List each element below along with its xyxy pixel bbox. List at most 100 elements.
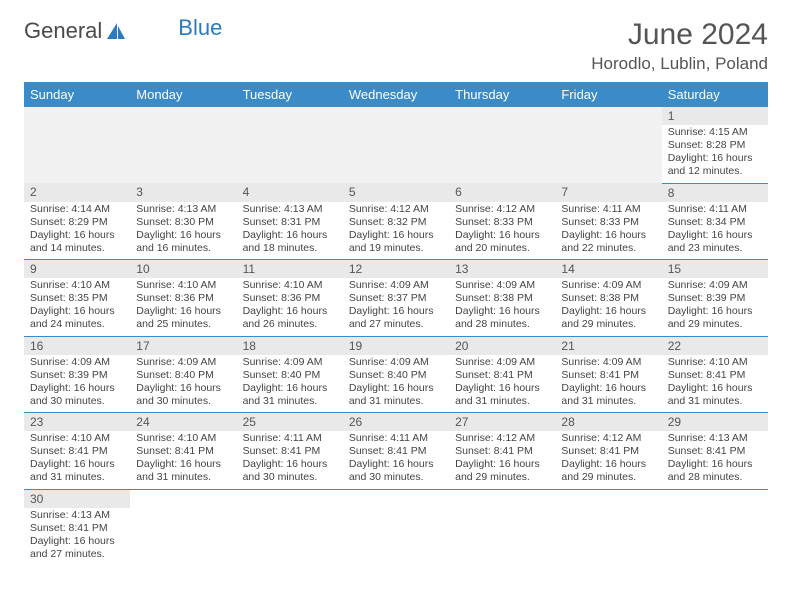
sunrise-text: Sunrise: 4:09 AM (243, 356, 337, 369)
day-data-cell: Sunrise: 4:13 AMSunset: 8:41 PMDaylight:… (662, 431, 768, 489)
day-data-cell (24, 125, 130, 183)
day-data-cell: Sunrise: 4:13 AMSunset: 8:31 PMDaylight:… (237, 202, 343, 260)
data-row: Sunrise: 4:09 AMSunset: 8:39 PMDaylight:… (24, 355, 768, 413)
day-number-cell (555, 489, 661, 508)
sunset-text: Sunset: 8:40 PM (349, 369, 443, 382)
daylight-text: Daylight: 16 hours (30, 382, 124, 395)
day-data-cell (555, 125, 661, 183)
data-row: Sunrise: 4:10 AMSunset: 8:35 PMDaylight:… (24, 278, 768, 336)
sunset-text: Sunset: 8:36 PM (243, 292, 337, 305)
daylight-text: and 25 minutes. (136, 318, 230, 331)
day-data-cell: Sunrise: 4:13 AMSunset: 8:41 PMDaylight:… (24, 508, 130, 566)
day-number-cell: 20 (449, 336, 555, 355)
sunset-text: Sunset: 8:39 PM (668, 292, 762, 305)
day-number-cell: 19 (343, 336, 449, 355)
sunset-text: Sunset: 8:41 PM (30, 445, 124, 458)
daylight-text: Daylight: 16 hours (243, 458, 337, 471)
daylight-text: Daylight: 16 hours (668, 458, 762, 471)
day-number-cell: 4 (237, 183, 343, 202)
sunrise-text: Sunrise: 4:11 AM (349, 432, 443, 445)
title-block: June 2024 Horodlo, Lublin, Poland (591, 18, 768, 74)
daylight-text: and 30 minutes. (30, 395, 124, 408)
daylight-text: and 31 minutes. (349, 395, 443, 408)
day-number-cell: 2 (24, 183, 130, 202)
day-number-cell (130, 107, 236, 125)
daylight-text: and 27 minutes. (349, 318, 443, 331)
day-number-cell: 9 (24, 260, 130, 279)
day-data-cell (449, 125, 555, 183)
sunset-text: Sunset: 8:41 PM (561, 445, 655, 458)
sunrise-text: Sunrise: 4:12 AM (455, 432, 549, 445)
daylight-text: Daylight: 16 hours (30, 458, 124, 471)
sunrise-text: Sunrise: 4:10 AM (30, 279, 124, 292)
weekday-header: Saturday (662, 82, 768, 107)
daynum-row: 1 (24, 107, 768, 125)
day-data-cell: Sunrise: 4:09 AMSunset: 8:39 PMDaylight:… (662, 278, 768, 336)
day-number-cell (130, 489, 236, 508)
sunrise-text: Sunrise: 4:11 AM (561, 203, 655, 216)
daylight-text: Daylight: 16 hours (455, 229, 549, 242)
sunrise-text: Sunrise: 4:10 AM (136, 432, 230, 445)
sunset-text: Sunset: 8:37 PM (349, 292, 443, 305)
day-data-cell: Sunrise: 4:09 AMSunset: 8:41 PMDaylight:… (449, 355, 555, 413)
day-number-cell: 3 (130, 183, 236, 202)
sunrise-text: Sunrise: 4:09 AM (349, 279, 443, 292)
day-number-cell: 16 (24, 336, 130, 355)
daylight-text: Daylight: 16 hours (136, 382, 230, 395)
sunset-text: Sunset: 8:36 PM (136, 292, 230, 305)
sunrise-text: Sunrise: 4:09 AM (668, 279, 762, 292)
sunset-text: Sunset: 8:30 PM (136, 216, 230, 229)
daylight-text: and 31 minutes. (243, 395, 337, 408)
daylight-text: Daylight: 16 hours (668, 382, 762, 395)
sunrise-text: Sunrise: 4:12 AM (455, 203, 549, 216)
sunrise-text: Sunrise: 4:09 AM (455, 279, 549, 292)
daylight-text: and 31 minutes. (136, 471, 230, 484)
daylight-text: Daylight: 16 hours (30, 229, 124, 242)
day-number-cell: 14 (555, 260, 661, 279)
day-number-cell (24, 107, 130, 125)
sunrise-text: Sunrise: 4:09 AM (30, 356, 124, 369)
data-row: Sunrise: 4:14 AMSunset: 8:29 PMDaylight:… (24, 202, 768, 260)
day-number-cell: 13 (449, 260, 555, 279)
sunset-text: Sunset: 8:38 PM (455, 292, 549, 305)
day-data-cell: Sunrise: 4:12 AMSunset: 8:32 PMDaylight:… (343, 202, 449, 260)
day-data-cell: Sunrise: 4:09 AMSunset: 8:38 PMDaylight:… (449, 278, 555, 336)
day-data-cell: Sunrise: 4:09 AMSunset: 8:40 PMDaylight:… (237, 355, 343, 413)
day-number-cell (343, 489, 449, 508)
weekday-header: Sunday (24, 82, 130, 107)
sunset-text: Sunset: 8:35 PM (30, 292, 124, 305)
day-data-cell: Sunrise: 4:11 AMSunset: 8:33 PMDaylight:… (555, 202, 661, 260)
day-data-cell: Sunrise: 4:09 AMSunset: 8:41 PMDaylight:… (555, 355, 661, 413)
weekday-header: Wednesday (343, 82, 449, 107)
sunset-text: Sunset: 8:28 PM (668, 139, 762, 152)
day-data-cell: Sunrise: 4:12 AMSunset: 8:41 PMDaylight:… (555, 431, 661, 489)
sunset-text: Sunset: 8:38 PM (561, 292, 655, 305)
day-number-cell: 5 (343, 183, 449, 202)
sunset-text: Sunset: 8:39 PM (30, 369, 124, 382)
daylight-text: Daylight: 16 hours (668, 152, 762, 165)
day-data-cell (449, 508, 555, 566)
day-number-cell (449, 489, 555, 508)
sunset-text: Sunset: 8:41 PM (668, 369, 762, 382)
daylight-text: and 27 minutes. (30, 548, 124, 561)
sunset-text: Sunset: 8:41 PM (349, 445, 443, 458)
sunset-text: Sunset: 8:40 PM (243, 369, 337, 382)
day-number-cell: 21 (555, 336, 661, 355)
day-number-cell: 10 (130, 260, 236, 279)
day-data-cell (662, 508, 768, 566)
weekday-header-row: Sunday Monday Tuesday Wednesday Thursday… (24, 82, 768, 107)
day-data-cell (343, 508, 449, 566)
sunset-text: Sunset: 8:41 PM (136, 445, 230, 458)
month-title: June 2024 (591, 18, 768, 52)
daynum-row: 23242526272829 (24, 413, 768, 432)
daylight-text: and 26 minutes. (243, 318, 337, 331)
daylight-text: and 24 minutes. (30, 318, 124, 331)
day-data-cell (237, 508, 343, 566)
sunrise-text: Sunrise: 4:11 AM (243, 432, 337, 445)
daynum-row: 16171819202122 (24, 336, 768, 355)
sunrise-text: Sunrise: 4:10 AM (136, 279, 230, 292)
daylight-text: and 29 minutes. (455, 471, 549, 484)
sunset-text: Sunset: 8:41 PM (30, 522, 124, 535)
sunset-text: Sunset: 8:32 PM (349, 216, 443, 229)
sunset-text: Sunset: 8:34 PM (668, 216, 762, 229)
